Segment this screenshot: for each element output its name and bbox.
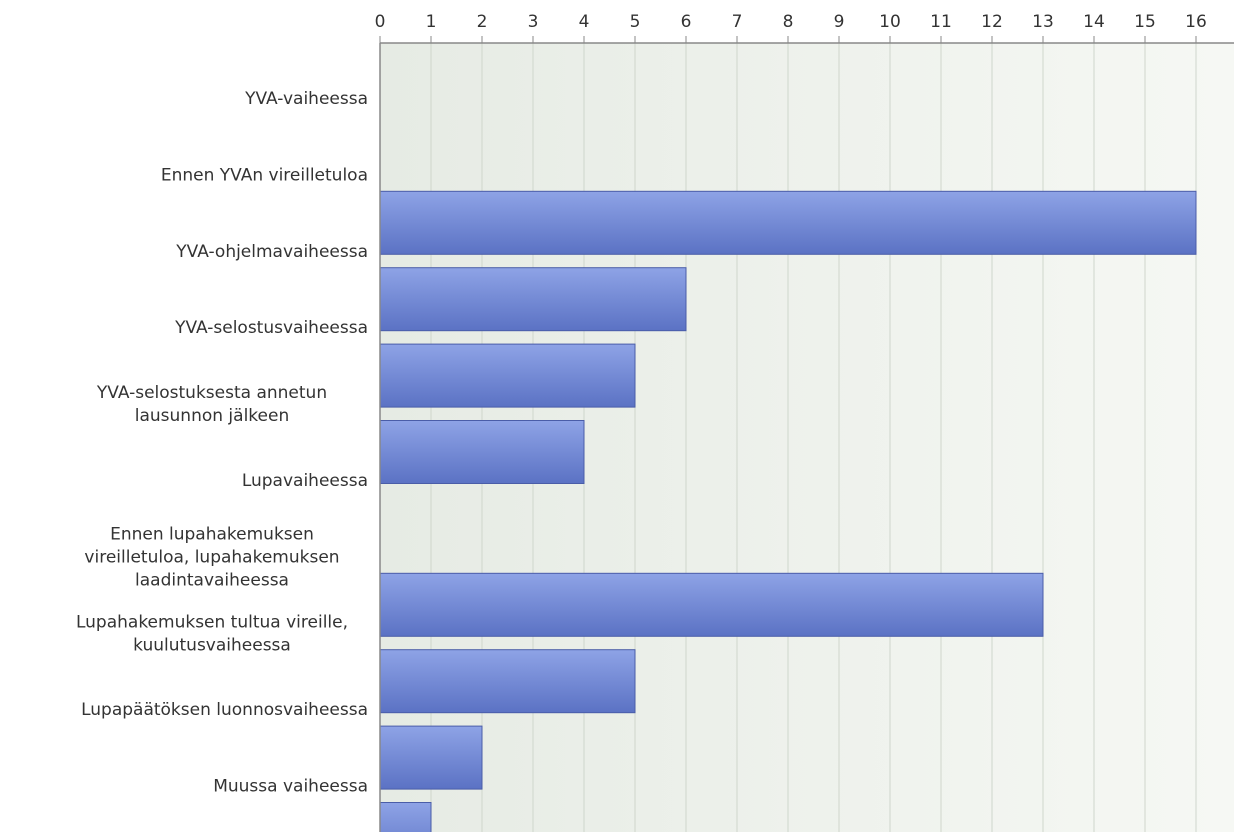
axes	[379, 42, 1234, 832]
x-tick-label: 6	[681, 12, 692, 32]
category-label-line: Lupapäätöksen luonnosvaiheessa	[81, 700, 368, 720]
bar	[379, 649, 636, 714]
x-tick-label: 10	[879, 12, 901, 32]
category-label-line: lausunnon jälkeen	[135, 406, 289, 426]
x-tick-label: 1	[426, 12, 437, 32]
category-label-line: vireilletuloa, lupahakemuksen	[84, 547, 339, 567]
category-label-line: laadintavaiheessa	[135, 570, 289, 590]
category-label-line: YVA-selostuksesta annetun	[96, 383, 327, 403]
category-label: Ennen YVAn vireilletuloa	[161, 165, 368, 185]
category-labels: YVA-vaiheessa Ennen YVAn vireilletuloa YVA…	[76, 89, 368, 797]
bar	[379, 190, 1197, 255]
category-label-line: Ennen lupahakemuksen	[110, 524, 314, 544]
x-tick-label: 5	[630, 12, 641, 32]
x-tick-label: 2	[477, 12, 488, 32]
category-label-line: YVA-vaiheessa	[244, 89, 368, 109]
bar	[379, 725, 483, 790]
x-tick-label: 12	[981, 12, 1003, 32]
category-label: Ennen lupahakemuksen vireilletuloa, lupah…	[84, 524, 339, 590]
x-tick-label: 9	[834, 12, 845, 32]
x-tick-label: 16	[1185, 12, 1207, 32]
category-label: Lupavaiheessa	[242, 471, 368, 491]
category-label-line: Muussa vaiheessa	[213, 777, 368, 797]
x-tick-label: 8	[783, 12, 794, 32]
x-tick-labels: 0 1 2 3 4 5 6 7 8 9 10 11 12 13 14 15 16	[375, 12, 1207, 43]
category-label: YVA-selostuksesta annetun lausunnon jälke…	[96, 383, 327, 426]
category-label-line: Lupahakemuksen tultua vireille,	[76, 612, 348, 632]
x-tick-label: 3	[528, 12, 539, 32]
x-tick-label: 14	[1083, 12, 1105, 32]
category-label: YVA-ohjelmavaiheessa	[175, 242, 368, 262]
category-label-line: YVA-ohjelmavaiheessa	[175, 242, 368, 262]
bar	[379, 420, 585, 484]
category-label-line: Lupavaiheessa	[242, 471, 368, 491]
category-label: Muussa vaiheessa	[213, 777, 368, 797]
bar	[379, 343, 636, 408]
category-label: Lupapäätöksen luonnosvaiheessa	[81, 700, 368, 720]
category-label-line: Ennen YVAn vireilletuloa	[161, 165, 368, 185]
bar	[379, 267, 687, 332]
category-label-line: kuulutusvaiheessa	[133, 635, 291, 655]
bars	[379, 190, 1197, 836]
x-tick-label: 13	[1032, 12, 1054, 32]
x-tick-label: 4	[579, 12, 590, 32]
category-label: YVA-selostusvaiheessa	[174, 318, 368, 338]
gridlines	[430, 43, 1197, 832]
x-tick-label: 7	[732, 12, 743, 32]
x-tick-label: 0	[375, 12, 386, 32]
bar	[379, 802, 432, 836]
x-tick-label: 15	[1134, 12, 1156, 32]
category-label: YVA-vaiheessa	[244, 89, 368, 109]
category-label-line: YVA-selostusvaiheessa	[174, 318, 368, 338]
bar	[379, 572, 1044, 637]
x-tick-label: 11	[930, 12, 952, 32]
category-label: Lupahakemuksen tultua vireille, kuulutusv…	[76, 612, 348, 655]
